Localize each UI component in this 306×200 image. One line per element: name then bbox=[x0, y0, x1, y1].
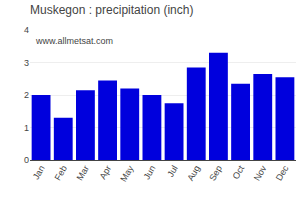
svg-text:Muskegon : precipitation (inch: Muskegon : precipitation (inch) bbox=[30, 3, 193, 17]
svg-text:Jan: Jan bbox=[31, 164, 47, 182]
svg-text:Mar: Mar bbox=[75, 164, 91, 182]
svg-text:3: 3 bbox=[24, 58, 29, 68]
svg-text:Jul: Jul bbox=[165, 164, 179, 179]
svg-text:4: 4 bbox=[24, 25, 29, 35]
svg-text:Sep: Sep bbox=[207, 164, 224, 183]
svg-text:Apr: Apr bbox=[98, 164, 114, 181]
svg-text:Feb: Feb bbox=[52, 164, 68, 182]
svg-text:0: 0 bbox=[24, 155, 29, 165]
svg-text:Nov: Nov bbox=[252, 163, 269, 182]
svg-text:www.allmetsat.com: www.allmetsat.com bbox=[35, 36, 113, 46]
svg-text:Dec: Dec bbox=[274, 163, 291, 182]
svg-text:Oct: Oct bbox=[231, 163, 247, 181]
svg-text:Aug: Aug bbox=[185, 164, 202, 183]
svg-text:1: 1 bbox=[24, 123, 29, 133]
svg-text:May: May bbox=[118, 163, 135, 183]
svg-text:2: 2 bbox=[24, 90, 29, 100]
svg-text:Jun: Jun bbox=[142, 164, 158, 182]
